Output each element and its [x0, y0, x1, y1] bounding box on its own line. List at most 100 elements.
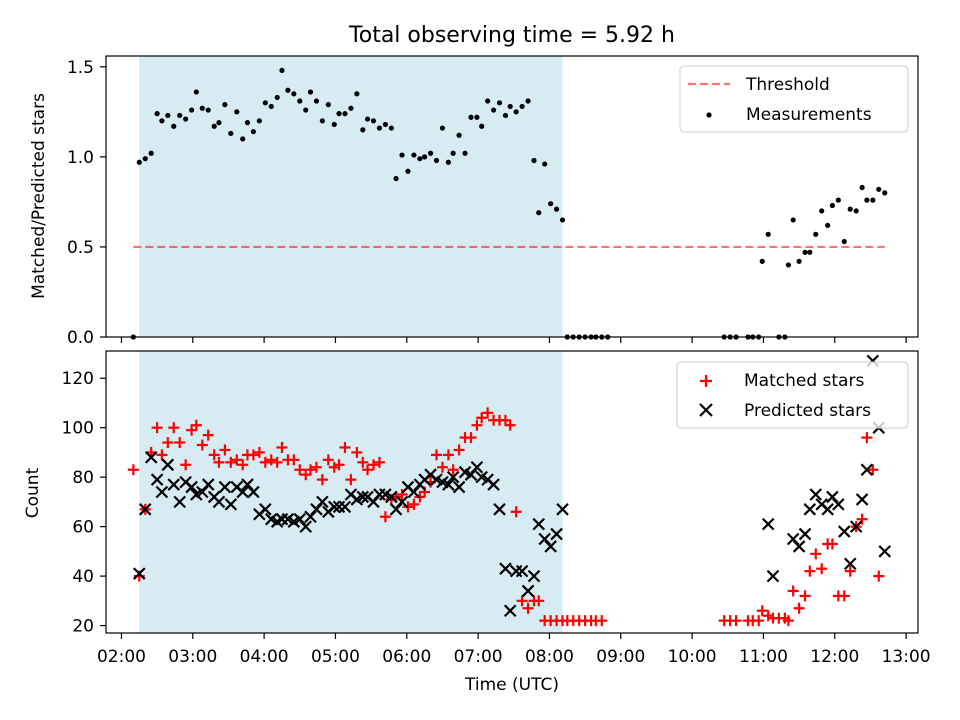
observing-window-shade [139, 56, 563, 337]
predicted-star-marker [201, 478, 215, 491]
x-tick-label: 11:00 [739, 647, 788, 667]
measurement-point [307, 89, 314, 95]
measurement-point [479, 123, 485, 129]
matched-star-marker [396, 488, 408, 500]
predicted-marker-stroke [385, 490, 398, 504]
matched-star-marker [367, 459, 379, 471]
y-tick-label: 1.5 [67, 58, 94, 78]
predicted-marker-stroke [218, 480, 232, 494]
measurement-point [870, 197, 876, 203]
matched-star-marker [225, 456, 237, 468]
predicted-marker-stroke [264, 512, 278, 526]
predicted-marker-stroke [538, 532, 551, 546]
measurement-point [325, 102, 331, 108]
measurement-point [513, 109, 519, 115]
matched-star-marker [379, 511, 391, 523]
measurement-point [256, 118, 262, 124]
predicted-star-marker [470, 460, 484, 474]
matched-star-marker [351, 446, 363, 458]
x-tick-label: 05:00 [311, 647, 360, 667]
predicted-marker-stroke [493, 503, 506, 516]
predicted-star-marker [860, 463, 874, 477]
measurement-point [450, 150, 456, 156]
measurement-point [177, 112, 183, 119]
matched-star-marker [408, 498, 420, 510]
measurement-point [853, 208, 859, 214]
measurement-point [199, 105, 205, 111]
matched-star-marker [782, 615, 794, 627]
measurement-point [553, 206, 560, 212]
matched-star-marker [516, 595, 528, 607]
matched-star-marker [816, 563, 828, 575]
predicted-star-marker [515, 564, 529, 578]
measurement-point [531, 157, 537, 164]
predicted-marker-stroke [832, 498, 845, 511]
matched-star-marker [447, 464, 459, 476]
measurement-point [536, 210, 542, 216]
matched-star-marker [522, 602, 534, 614]
matched-star-marker [253, 446, 265, 458]
measurement-point [297, 98, 303, 104]
predicted-marker-stroke [544, 540, 557, 553]
predicted-star-marker [521, 584, 535, 598]
matched-star-marker [826, 538, 838, 550]
measurement-point [411, 152, 417, 158]
predicted-marker-stroke [809, 488, 823, 501]
matched-star-marker [271, 456, 283, 468]
measurement-point [154, 111, 160, 117]
predicted-marker-stroke [838, 525, 851, 538]
predicted-marker-stroke [224, 498, 238, 511]
x-tick-label: 07:00 [454, 647, 503, 667]
predicted-marker-stroke [316, 495, 329, 509]
x-tick-label: 08:00 [525, 647, 574, 667]
measurement-point [382, 121, 388, 128]
matched-star-marker [793, 602, 805, 614]
measurement-point [354, 91, 360, 97]
predicted-star-marker [761, 517, 775, 531]
top-y-axis-label: Matched/Predicted stars [29, 93, 49, 299]
predicted-marker-stroke [556, 503, 569, 516]
predicted-marker-stroke [798, 527, 812, 541]
matched-star-marker [190, 419, 202, 431]
measurement-point [807, 249, 813, 255]
predicted-star-marker [327, 500, 341, 514]
matched-star-marker [276, 441, 288, 453]
legend-predicted-label: Predicted stars [744, 401, 871, 421]
predicted-marker-stroke [259, 503, 272, 516]
predicted-star-marker [809, 488, 823, 501]
predicted-star-marker [316, 495, 329, 509]
top-legend-frame [679, 65, 909, 133]
x-tick-label: 12:00 [810, 647, 859, 667]
measurement-point [376, 125, 383, 131]
predicted-marker-stroke [241, 478, 254, 491]
measurement-point [142, 156, 148, 162]
y-tick-label: 100 [62, 419, 94, 439]
matched-star-marker [810, 548, 822, 560]
bottom-y-ticks: 20 40 60 80 100 120 [62, 369, 106, 637]
predicted-marker-stroke [212, 495, 226, 509]
matched-star-marker [357, 456, 369, 468]
measurement-point [847, 206, 853, 212]
top-shaded-span [139, 56, 563, 337]
measurement-point [502, 112, 509, 119]
predicted-marker-stroke [550, 527, 563, 541]
bottom-x-ticks: 02:00 03:00 04:00 05:00 06:00 07:00 08:00 09:00… [97, 633, 931, 667]
measurement-point [342, 111, 348, 117]
predicted-marker-stroke [150, 473, 164, 486]
measurement-point [468, 114, 474, 120]
measurement-point [228, 130, 234, 137]
x-tick-label: 13:00 [882, 647, 931, 667]
predicted-star-marker [532, 517, 546, 531]
matched-star-marker [174, 437, 186, 449]
matched-star-marker [861, 432, 873, 444]
measurement-point [331, 121, 337, 128]
predicted-marker-stroke [521, 584, 535, 598]
predicted-star-marker [133, 567, 146, 580]
measurement-point [462, 150, 468, 156]
matched-star-marker [208, 449, 220, 461]
measurement-point [439, 125, 446, 131]
measurement-point [825, 222, 831, 228]
measurement-point [785, 262, 792, 268]
predicted-marker-stroke [487, 478, 500, 491]
